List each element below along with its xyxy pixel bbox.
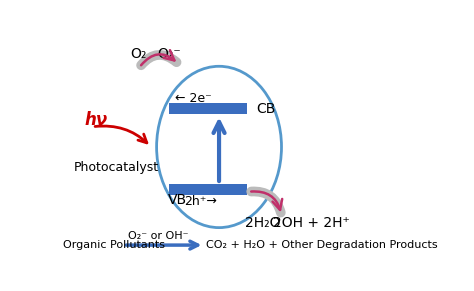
FancyArrowPatch shape xyxy=(251,191,281,213)
Text: O₂⁻: O₂⁻ xyxy=(157,47,182,61)
Text: Photocatalyst: Photocatalyst xyxy=(74,161,159,174)
Text: ← 2e⁻: ← 2e⁻ xyxy=(175,92,212,105)
FancyArrowPatch shape xyxy=(251,191,282,210)
Text: O₂: O₂ xyxy=(130,47,146,61)
FancyArrowPatch shape xyxy=(141,55,176,65)
Text: hν: hν xyxy=(84,111,108,129)
Text: Organic Pollutants: Organic Pollutants xyxy=(63,240,165,250)
Bar xyxy=(169,184,246,195)
Bar xyxy=(169,103,246,114)
Text: 2H₂O: 2H₂O xyxy=(246,216,281,230)
Text: CB: CB xyxy=(256,102,275,116)
Text: 2h⁺→: 2h⁺→ xyxy=(184,195,217,208)
FancyArrowPatch shape xyxy=(141,50,174,65)
Text: CO₂ + H₂O + Other Degradation Products: CO₂ + H₂O + Other Degradation Products xyxy=(206,240,438,250)
Text: O₂⁻ or OH⁻: O₂⁻ or OH⁻ xyxy=(128,230,189,241)
Text: 2OH + 2H⁺: 2OH + 2H⁺ xyxy=(273,216,349,230)
Text: VB: VB xyxy=(168,193,187,207)
